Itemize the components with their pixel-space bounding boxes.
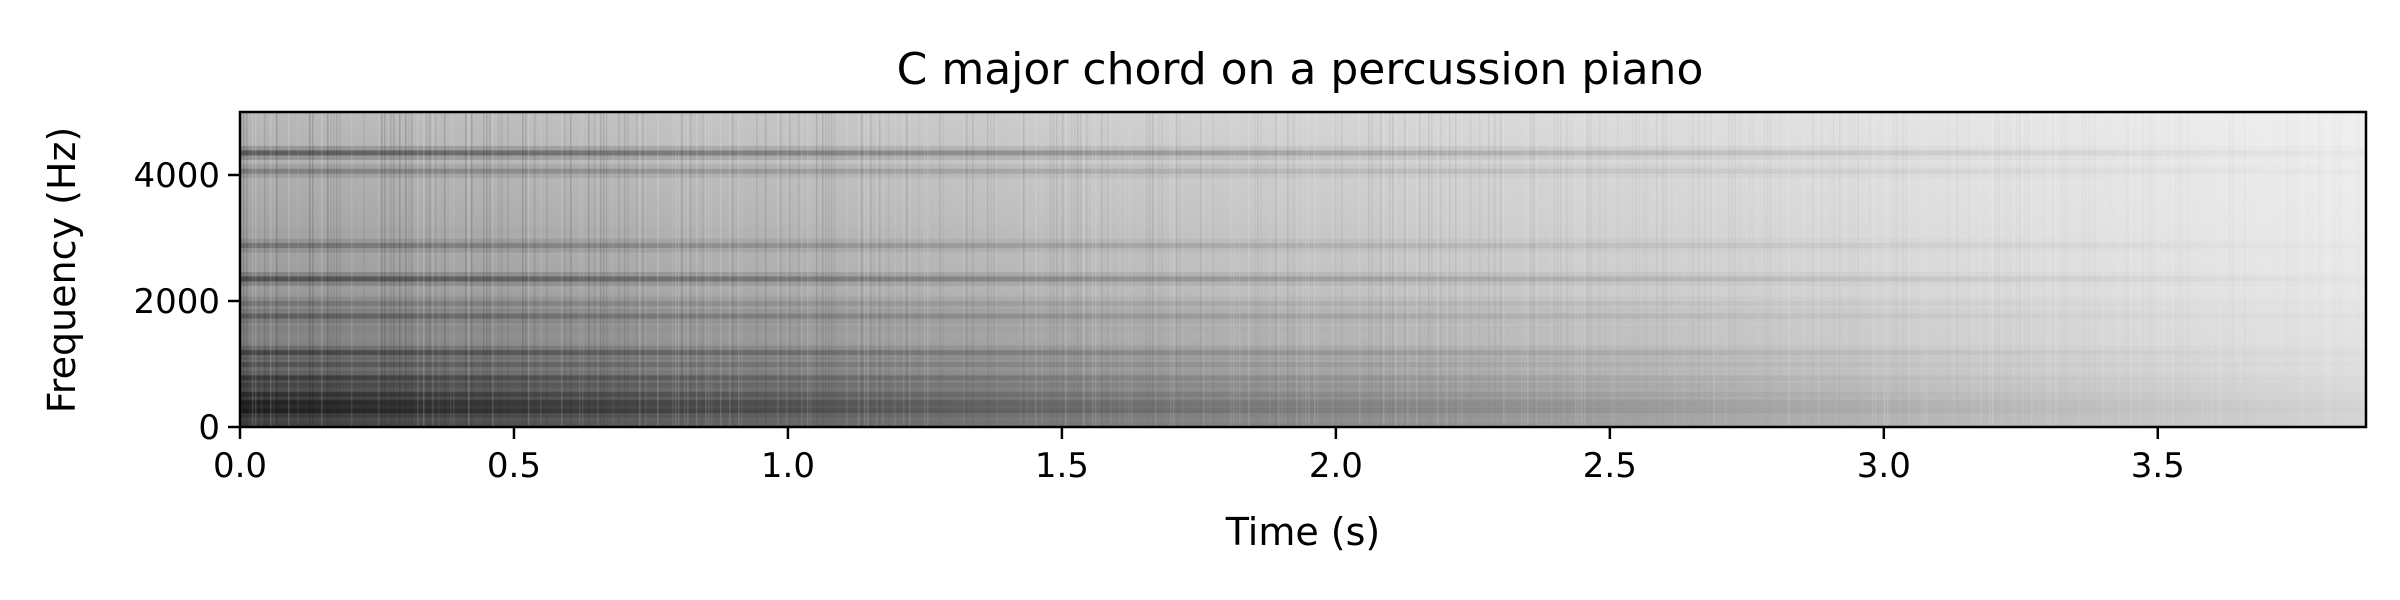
plot-frame <box>238 110 2368 429</box>
x-axis-label: Time (s) <box>1225 510 1381 554</box>
y-tick-label: 0 <box>198 408 220 448</box>
x-tick-label: 3.0 <box>1857 446 1911 486</box>
y-tick-label: 2000 <box>133 282 220 322</box>
x-tick-label: 2.0 <box>1309 446 1363 486</box>
x-tick-label: 1.0 <box>761 446 815 486</box>
plot-area <box>240 112 2366 427</box>
x-tick-label: 1.5 <box>1035 446 1089 486</box>
x-tick-label: 2.5 <box>1583 446 1637 486</box>
y-axis: 0 2000 4000 <box>133 156 240 448</box>
y-axis-label: Frequency (Hz) <box>40 127 84 414</box>
y-tick-label: 4000 <box>133 156 220 196</box>
x-tick-label: 0.0 <box>213 446 267 486</box>
chart-title: C major chord on a percussion piano <box>897 44 1704 95</box>
x-tick-label: 3.5 <box>2131 446 2185 486</box>
decay-overlay <box>240 112 2366 427</box>
x-axis: 0.0 0.5 1.0 1.5 2.0 2.5 3.0 3.5 <box>213 427 2185 486</box>
x-tick-label: 0.5 <box>487 446 541 486</box>
